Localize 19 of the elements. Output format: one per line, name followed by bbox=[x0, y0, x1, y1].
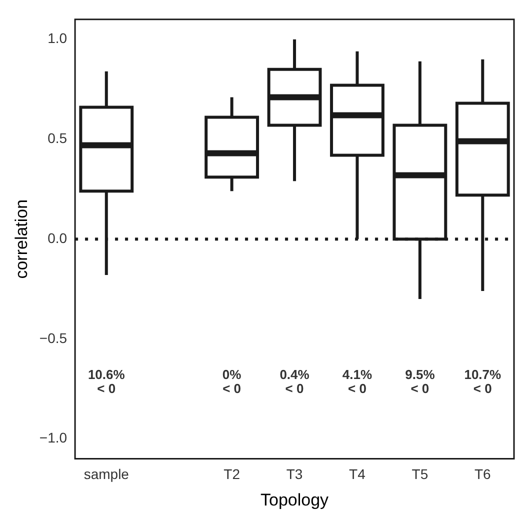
y-tick-label: −1.0 bbox=[39, 430, 68, 446]
annotation: 9.5% < 0 bbox=[405, 366, 436, 396]
y-tick-label: 0.0 bbox=[48, 230, 68, 246]
annotation: 0% < 0 bbox=[222, 366, 242, 396]
annotation: 10.6% < 0 bbox=[88, 366, 126, 396]
x-tick-label: sample bbox=[84, 466, 130, 482]
annotation: 10.7% < 0 bbox=[464, 366, 502, 396]
x-tick-label: T2 bbox=[224, 466, 240, 482]
x-axis-title: Topology bbox=[260, 490, 330, 510]
y-axis-title: correlation bbox=[12, 199, 31, 279]
x-tick-label: T4 bbox=[349, 466, 366, 482]
annotation: 4.1% < 0 bbox=[342, 366, 372, 396]
y-tick-label: 1.0 bbox=[48, 30, 68, 46]
annotation: 0.4% < 0 bbox=[280, 366, 310, 396]
x-tick-label: T6 bbox=[474, 466, 492, 482]
x-tick-label: T3 bbox=[286, 466, 303, 482]
x-tick-label: T5 bbox=[412, 466, 428, 482]
y-tick-label: −0.5 bbox=[39, 330, 68, 346]
y-tick-label: 0.5 bbox=[48, 130, 68, 146]
